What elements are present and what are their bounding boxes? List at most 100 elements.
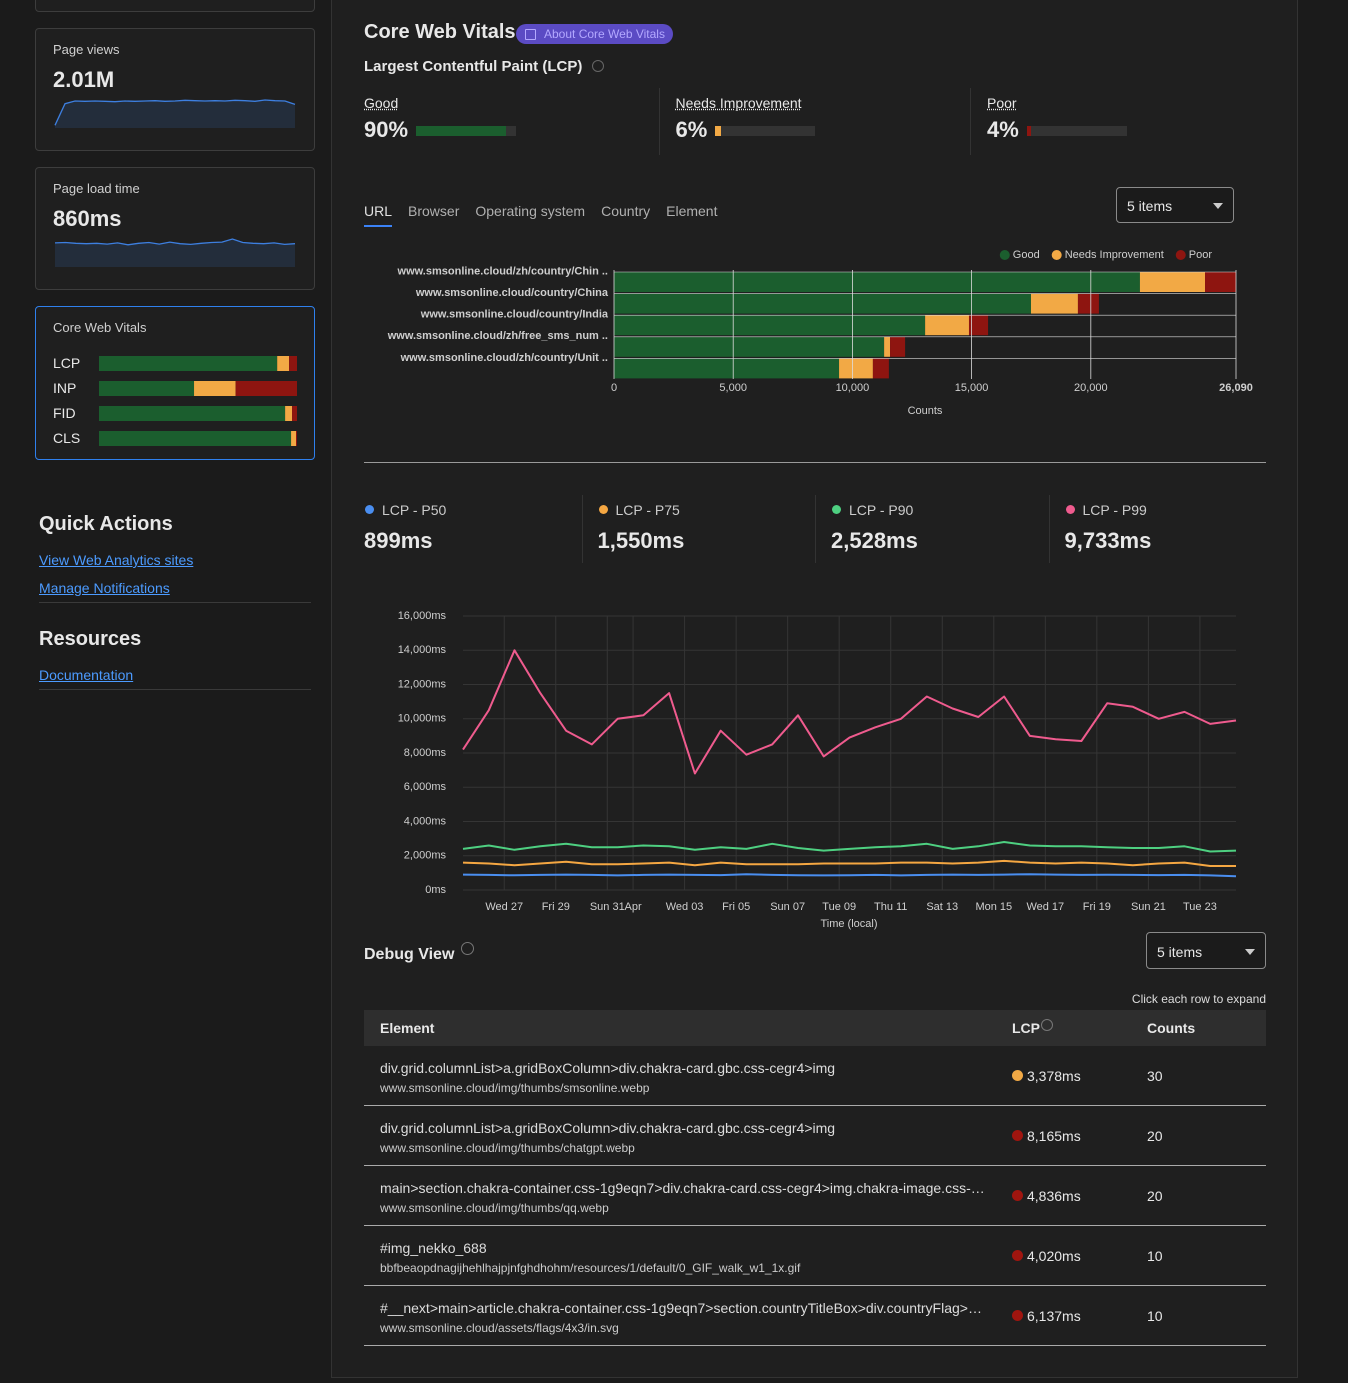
- element-text: #__next>main>article.chakra-container.cs…: [380, 1300, 982, 1316]
- table-header: [364, 1010, 1266, 1046]
- element-url: www.smsonline.cloud/assets/flags/4x3/in.…: [380, 1321, 619, 1335]
- status-dot: [1012, 1310, 1023, 1321]
- element-text: div.grid.columnList>a.gridBoxColumn>div.…: [380, 1120, 836, 1136]
- stat-separator: [815, 495, 816, 563]
- section-divider: [39, 602, 311, 603]
- cwv-metric-name: LCP: [53, 355, 81, 371]
- lcp-value: 3,378ms: [1027, 1068, 1081, 1084]
- tab[interactable]: Country: [601, 203, 651, 219]
- metric-value: 2.01M: [53, 67, 115, 92]
- lcp-value: 4,836ms: [1027, 1188, 1081, 1204]
- summary-track: [416, 126, 517, 136]
- summary-value: 6%: [675, 117, 708, 142]
- stat-dot: [598, 505, 608, 514]
- summary-label: Poor: [987, 95, 1017, 111]
- counts-value: 20: [1147, 1128, 1163, 1144]
- stat-name: LCP - P99: [1082, 502, 1147, 518]
- section-divider: [39, 689, 311, 690]
- cwv-metric-name: INP: [53, 380, 77, 396]
- cwv-title: Core Web Vitals: [53, 320, 147, 335]
- summary-bar: [416, 126, 507, 136]
- stat-dot: [832, 505, 841, 514]
- metric-title: Page load time: [53, 181, 140, 196]
- info-icon: [1041, 1019, 1053, 1031]
- main-title: Core Web Vitals: [364, 21, 516, 43]
- status-dot: [1012, 1130, 1023, 1141]
- select-text: 5 items: [1157, 944, 1203, 960]
- element-text: main>section.chakra-container.css-1g9eqn…: [380, 1180, 985, 1196]
- table-row[interactable]: [364, 1166, 1266, 1226]
- debug-select[interactable]: 5 items: [1146, 932, 1266, 969]
- summary-value: 90%: [364, 117, 409, 142]
- metric-card: Page load time 860ms: [35, 167, 315, 290]
- table-header-cell: Counts: [1147, 1020, 1196, 1036]
- element-url: www.smsonline.cloud/img/thumbs/smsonline…: [380, 1081, 650, 1095]
- link[interactable]: Manage Notifications: [39, 580, 170, 596]
- table-row[interactable]: [364, 1286, 1266, 1346]
- lcp-value: 6,137ms: [1027, 1308, 1081, 1324]
- element-url: bbfbeaopdnagijhehlhajpjnfghdhohm/resourc…: [380, 1261, 801, 1275]
- metric-value: 860ms: [53, 206, 122, 231]
- tab[interactable]: Operating system: [475, 203, 586, 219]
- tab[interactable]: Element: [666, 203, 718, 219]
- element-url: www.smsonline.cloud/img/thumbs/qq.webp: [380, 1201, 609, 1215]
- stat-value: 1,550ms: [597, 528, 685, 553]
- chevron: [1245, 949, 1255, 955]
- cwv-card[interactable]: Core Web Vitals LCP INP FID CLS: [35, 306, 315, 460]
- table-header-cell: Element: [380, 1020, 435, 1036]
- summary-track: [1026, 126, 1127, 136]
- chevron: [1213, 203, 1223, 209]
- table-row[interactable]: [364, 1226, 1266, 1286]
- summary-separator: [658, 88, 660, 155]
- counts-value: 30: [1147, 1068, 1163, 1084]
- cwv-metric-name: FID: [53, 405, 76, 421]
- summary-value: 4%: [987, 117, 1019, 142]
- metric-card: Page views 2.01M: [35, 28, 315, 151]
- counts-value: 10: [1147, 1248, 1163, 1264]
- table-row[interactable]: [364, 1106, 1266, 1166]
- top-card: [35, 0, 315, 12]
- select[interactable]: 5 items: [1116, 187, 1234, 223]
- link[interactable]: View Web Analytics sites: [39, 552, 194, 568]
- tab[interactable]: URL: [364, 203, 393, 227]
- status-dot: [1012, 1070, 1023, 1081]
- stat-value: 2,528ms: [831, 528, 918, 553]
- table-header-cell: LCP: [1012, 1020, 1040, 1036]
- status-dot: [1012, 1190, 1023, 1201]
- summary-label: Needs Improvement: [675, 95, 802, 111]
- summary-separator: [970, 88, 971, 155]
- element-text: div.grid.columnList>a.gridBoxColumn>div.…: [380, 1060, 836, 1076]
- tabs: URL Browser Operating system Country Element: [364, 203, 717, 227]
- summary-bar: [715, 126, 722, 136]
- counts-value: 20: [1147, 1188, 1163, 1204]
- summary-row: 90%: [364, 117, 517, 143]
- summary-row: 6%: [676, 117, 816, 143]
- stat-name: LCP - P75: [615, 502, 680, 518]
- info-icon: [461, 942, 474, 955]
- cwv-metric-name: CLS: [53, 430, 81, 446]
- summary-track: [715, 126, 816, 136]
- debug-title: Debug View: [364, 946, 455, 963]
- badge-icon: [525, 29, 536, 40]
- stat-separator: [1048, 495, 1050, 563]
- metric-title: Page views: [53, 42, 120, 57]
- subtitle: Largest Contentful Paint (LCP): [364, 58, 583, 75]
- link[interactable]: Documentation: [39, 667, 134, 683]
- select-text: 5 items: [1127, 198, 1173, 214]
- lcp-value: 8,165ms: [1027, 1128, 1081, 1144]
- summary-row: 4%: [987, 117, 1127, 143]
- stat-separator: [581, 495, 583, 563]
- counts-value: 10: [1147, 1308, 1163, 1324]
- table-row[interactable]: [364, 1046, 1266, 1106]
- stat-dot: [1065, 505, 1075, 514]
- status-dot: [1012, 1250, 1023, 1261]
- stat-value: 9,733ms: [1064, 528, 1152, 553]
- stat-name: LCP - P50: [382, 502, 447, 518]
- clock-icon: [592, 60, 604, 72]
- debug-hint: Click each row to expand: [1131, 992, 1266, 1006]
- summary-bar: [1026, 126, 1031, 136]
- tab[interactable]: Browser: [408, 203, 460, 219]
- section-title: Resources: [39, 628, 142, 650]
- about-badge[interactable]: About Core Web Vitals: [516, 24, 673, 44]
